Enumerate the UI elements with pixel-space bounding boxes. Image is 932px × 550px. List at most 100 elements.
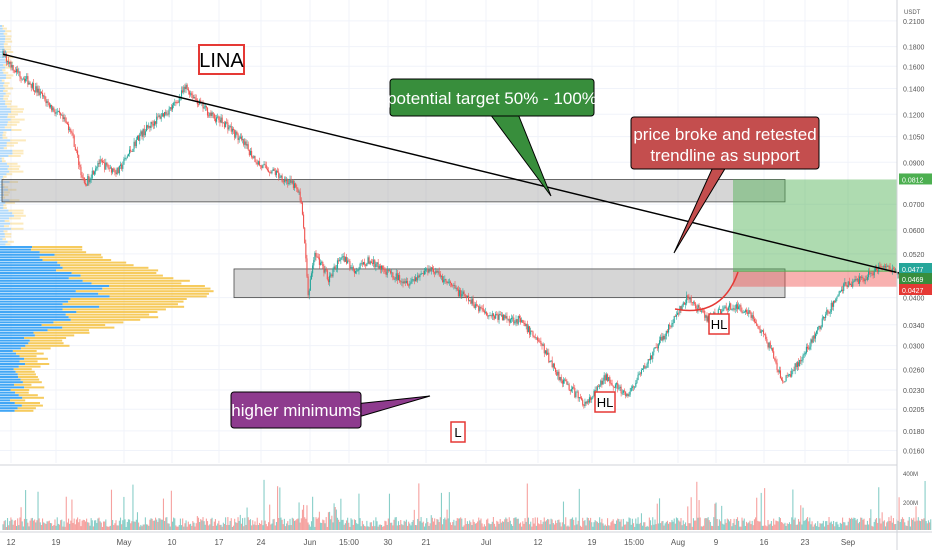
volume-bar <box>814 523 817 530</box>
candle-body <box>195 98 197 100</box>
candle-body <box>256 162 258 165</box>
candle-body <box>638 373 640 375</box>
vp-up-bar <box>0 394 19 397</box>
vp-down-bar <box>71 272 157 274</box>
candle-body <box>674 315 676 317</box>
candle-body <box>584 401 586 406</box>
candle-body <box>80 166 82 176</box>
candle-body <box>665 330 667 336</box>
volume-bar <box>559 522 561 530</box>
vp-down-bar <box>13 214 26 217</box>
candle-body <box>177 102 179 104</box>
candle-body <box>133 141 135 149</box>
candle-body <box>854 279 856 282</box>
candle-body <box>91 170 93 179</box>
volume-bar <box>781 522 783 530</box>
volume-bar <box>431 517 433 530</box>
volume-bar <box>765 525 767 530</box>
volume-bar <box>491 521 493 530</box>
volume-bar <box>20 507 22 530</box>
volume-bar <box>678 520 680 530</box>
candle-body <box>306 258 308 277</box>
candle-body <box>569 389 571 392</box>
candle-body <box>734 308 736 310</box>
candle-body <box>544 350 546 354</box>
volume-bar <box>701 526 704 530</box>
candle-body <box>58 110 61 113</box>
candle-body <box>251 150 253 157</box>
candle-body <box>247 144 249 150</box>
loss-zone <box>733 271 897 287</box>
vp-up-bar <box>0 292 99 295</box>
volume-bar <box>35 522 37 530</box>
candle-body <box>167 113 169 115</box>
volume-bar <box>247 517 249 530</box>
volume-bar <box>835 522 837 530</box>
volume-bar <box>550 518 552 530</box>
candle-body <box>644 365 646 368</box>
candle-body <box>557 371 559 376</box>
candle-body <box>49 104 52 108</box>
candle-body <box>673 315 675 324</box>
volume-bar <box>427 521 429 530</box>
volume-bar <box>709 521 711 530</box>
candle-body <box>227 122 229 130</box>
vp-up-bar <box>0 264 61 267</box>
candle-body <box>430 267 432 272</box>
vp-up-bar <box>0 160 2 163</box>
candle-body <box>565 379 567 381</box>
candle-body <box>105 162 107 170</box>
volume-bar <box>909 526 911 530</box>
candle-body <box>703 310 705 312</box>
volume-bar <box>679 521 681 530</box>
volume-bar <box>905 525 907 530</box>
volume-bar <box>138 522 140 530</box>
candle-body <box>839 291 841 292</box>
candle-body <box>25 78 27 82</box>
volume-bar <box>183 526 185 530</box>
candle-body <box>52 107 54 111</box>
candle-body <box>60 112 62 116</box>
candle-body <box>411 279 413 282</box>
candle-body <box>536 337 539 341</box>
vp-up-bar <box>0 110 11 113</box>
volume-bar <box>21 521 23 530</box>
candle-body <box>453 285 455 286</box>
candle-body <box>601 380 603 385</box>
volume-bar <box>769 523 771 530</box>
volume-bar <box>712 526 714 530</box>
candle-body <box>790 374 792 377</box>
vp-down-bar <box>56 269 159 272</box>
volume-bar <box>607 518 609 530</box>
vp-up-bar <box>0 77 6 79</box>
candle-body <box>64 117 66 122</box>
candle-body <box>828 312 830 314</box>
volume-bar <box>626 521 628 530</box>
candle-body <box>587 400 589 403</box>
volume-bar <box>457 518 459 530</box>
volume-bar <box>588 520 591 530</box>
candle-body <box>469 300 471 301</box>
vp-up-bar <box>0 266 63 269</box>
vp-down-bar <box>47 329 90 332</box>
vp-down-bar <box>19 355 37 358</box>
candle-body <box>478 305 480 312</box>
volume-bar <box>16 525 18 530</box>
candle-body <box>865 279 867 281</box>
candle-body <box>281 175 283 182</box>
volume-bar <box>197 517 200 530</box>
candle-body <box>610 383 612 384</box>
candle-body <box>110 167 113 173</box>
retest-callout-box <box>630 116 820 170</box>
candle-body <box>487 314 489 317</box>
volume-bar <box>280 517 282 530</box>
candle-body <box>11 65 13 68</box>
candle-body <box>745 310 748 313</box>
vp-up-bar <box>0 287 103 290</box>
volume-bar <box>779 518 781 530</box>
candle-body <box>96 166 98 169</box>
volume-bar <box>341 519 343 530</box>
volume-bar <box>658 498 661 530</box>
volume-bar <box>740 526 742 530</box>
candle-body <box>95 168 97 172</box>
